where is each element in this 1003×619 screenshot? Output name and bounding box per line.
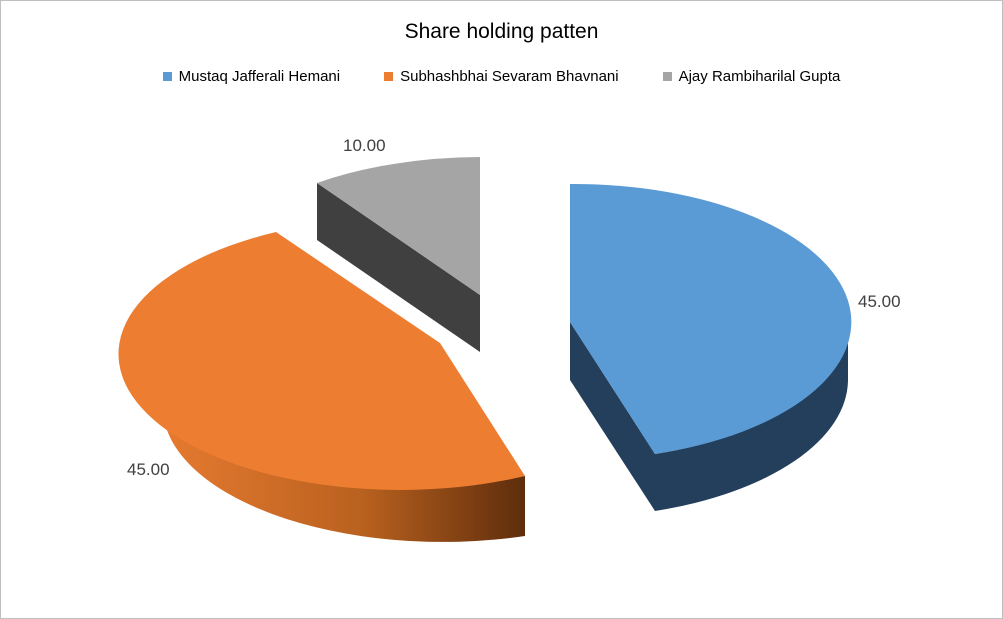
legend-swatch [662, 72, 672, 81]
pie-slice-side-inner [317, 183, 480, 352]
pie-slice-subhashbhai [118, 232, 526, 542]
pie-slice-side-inner [570, 322, 655, 511]
pie-slice-top [118, 232, 525, 490]
pie-slice-top [317, 157, 480, 295]
legend-item-subhashbhai: Subhashbhai Sevaram Bhavnani [384, 68, 619, 85]
legend-swatch [384, 72, 394, 81]
chart-legend: Mustaq Jafferali Hemani Subhashbhai Seva… [0, 68, 1003, 85]
data-label-mustaq: 45.00 [858, 292, 901, 311]
data-label-ajay: 10.00 [343, 136, 386, 155]
chart-title: Share holding patten [404, 20, 599, 43]
pie-slice-ajay [317, 157, 480, 352]
pie-slice-top [570, 183, 852, 454]
legend-label: Mustaq Jafferali Hemani [178, 68, 341, 85]
legend-swatch [162, 72, 172, 81]
pie-slice-mustaq [570, 183, 852, 511]
legend-item-ajay: Ajay Rambiharilal Gupta [662, 68, 841, 85]
pie-slice-side-outer [655, 322, 849, 511]
pie-slice-side-outer [162, 343, 526, 542]
legend-item-mustaq: Mustaq Jafferali Hemani [162, 68, 341, 85]
legend-label: Ajay Rambiharilal Gupta [678, 68, 841, 85]
data-label-subhashbhai: 45.00 [127, 460, 170, 479]
legend-label: Subhashbhai Sevaram Bhavnani [400, 68, 619, 85]
